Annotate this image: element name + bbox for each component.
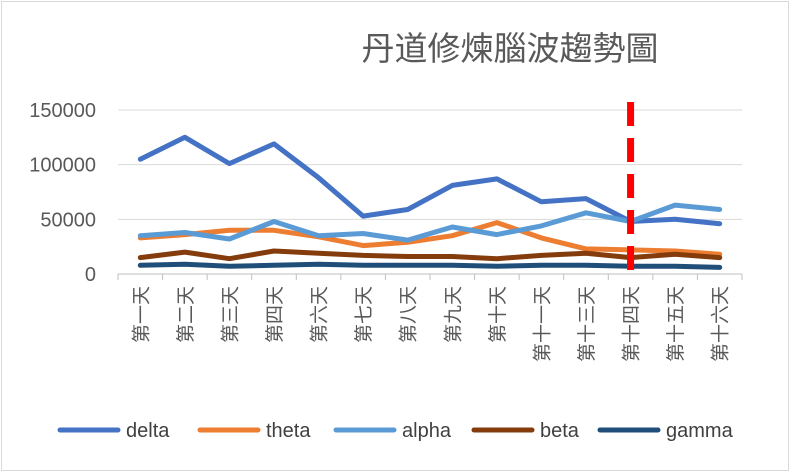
x-tick-label: 第十五天 <box>665 286 687 362</box>
chart-title: 丹道修煉腦波趨勢圖 <box>362 29 659 68</box>
series-line-beta <box>137 248 723 262</box>
x-tick-label: 第十六天 <box>710 286 732 362</box>
x-tick-label: 第一天 <box>130 286 152 343</box>
y-tick-label: 50000 <box>40 209 96 231</box>
legend-label-theta: theta <box>266 420 311 442</box>
x-tick-label: 第二天 <box>175 286 197 343</box>
legend-label-gamma: gamma <box>666 420 734 442</box>
y-axis-ticks: 0 50000 100000 150000 <box>29 100 96 286</box>
legend-label-delta: delta <box>126 420 170 442</box>
legend: delta theta alpha beta gamma <box>57 420 734 442</box>
series-line-gamma <box>137 261 723 270</box>
x-tick-label: 第九天 <box>442 286 464 343</box>
x-tick-label: 第四天 <box>264 286 286 343</box>
series-line-alpha <box>137 202 723 243</box>
x-tick-label: 第十一天 <box>531 286 553 362</box>
x-tick-label: 第八天 <box>398 286 420 343</box>
x-tick-label: 第七天 <box>353 286 375 343</box>
x-tick-label: 第十四天 <box>621 286 643 362</box>
x-tick-label: 第十天 <box>487 286 509 343</box>
legend-label-alpha: alpha <box>402 420 452 442</box>
x-axis-ticks: 第一天 第二天 第三天 第四天 第六天 第七天 第八天 第九天 第十天 第十一天 第十三天 第十四天第… <box>117 274 743 362</box>
y-tick-label: 150000 <box>29 100 96 122</box>
series-line-theta <box>137 220 723 257</box>
series-lines <box>137 134 723 270</box>
x-tick-label: 第三天 <box>219 286 241 343</box>
y-tick-label: 0 <box>85 264 96 286</box>
y-tick-label: 100000 <box>29 155 96 177</box>
legend-label-beta: beta <box>540 420 580 442</box>
x-tick-label: 第六天 <box>309 286 331 343</box>
x-tick-label: 第十三天 <box>576 286 598 362</box>
